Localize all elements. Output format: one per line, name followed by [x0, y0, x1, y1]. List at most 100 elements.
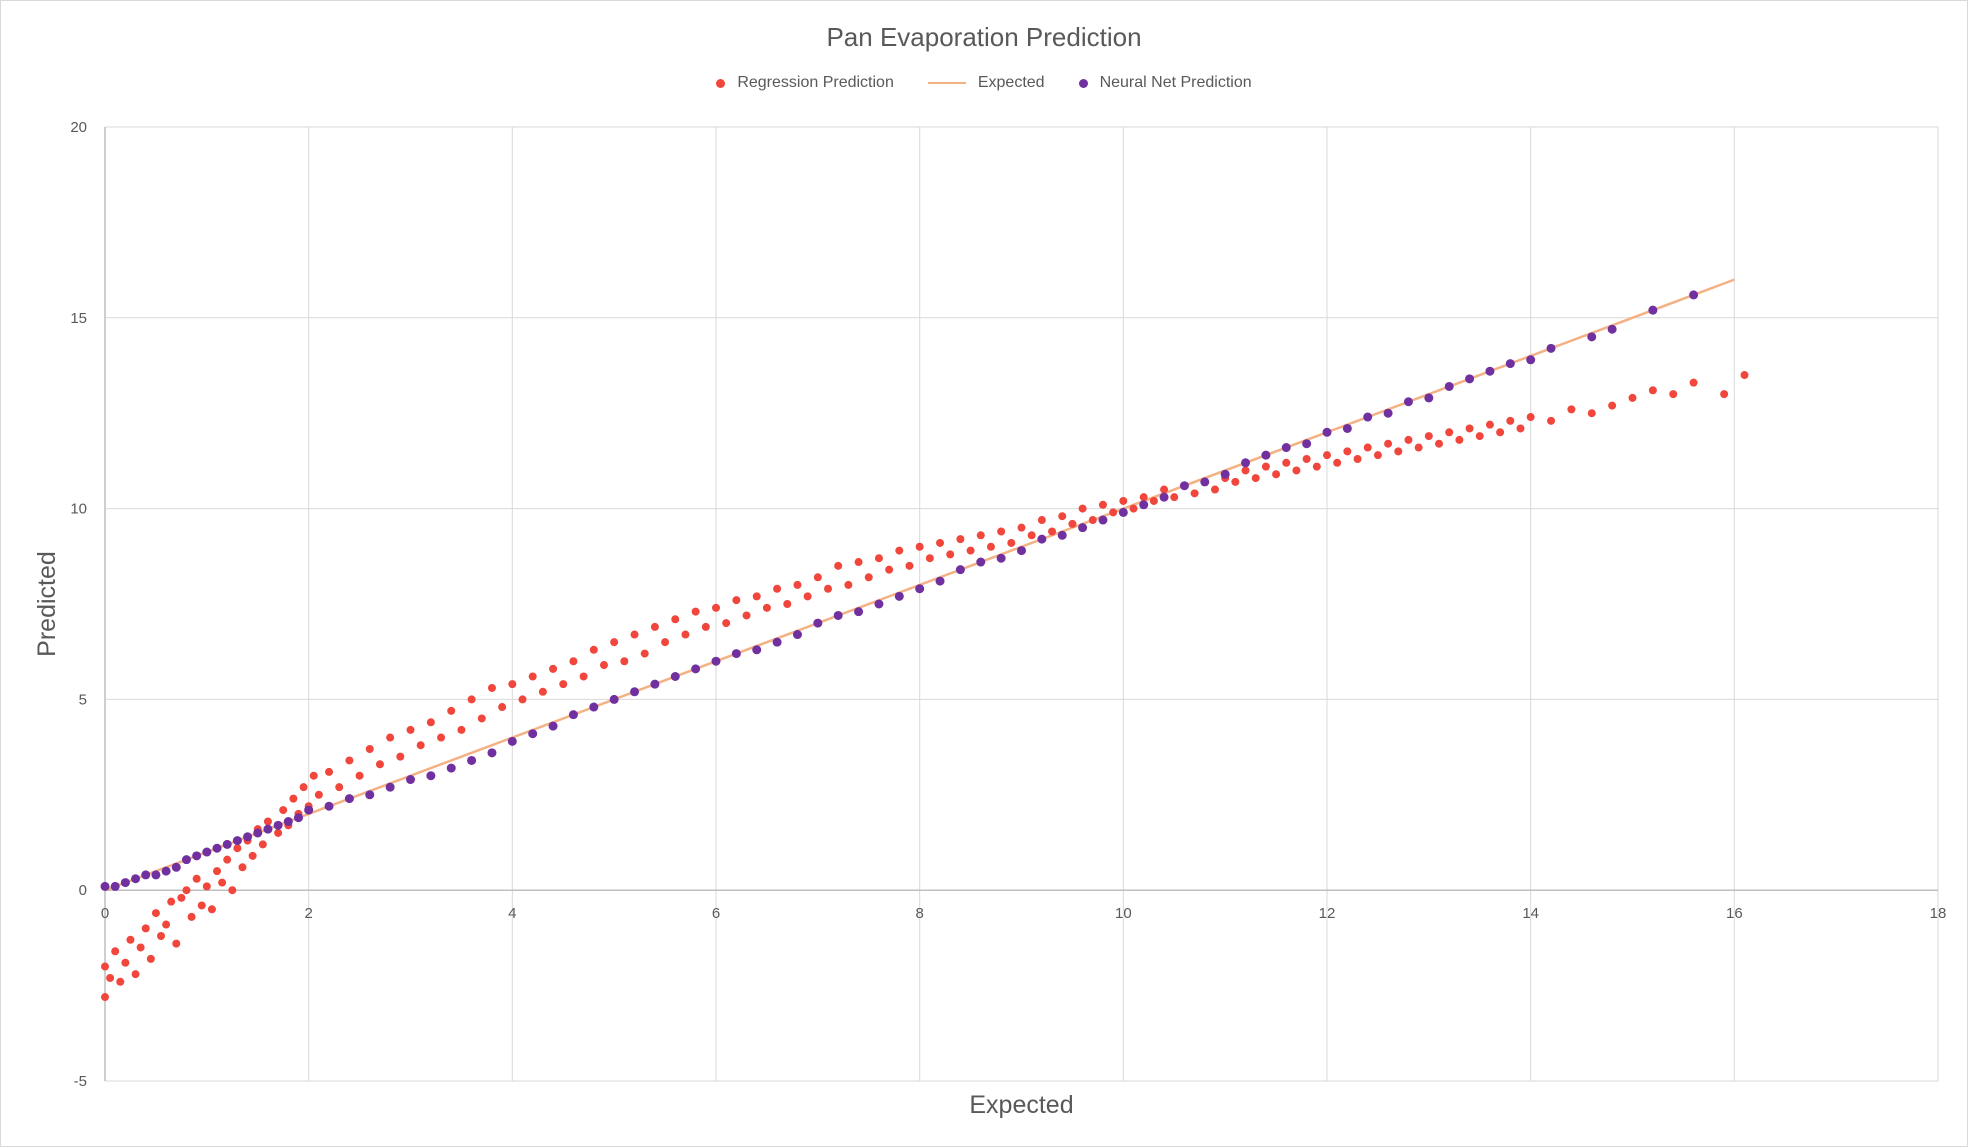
neural-net-point — [1648, 305, 1658, 315]
regression-point — [228, 886, 237, 895]
regression-point — [742, 611, 751, 620]
regression-point — [192, 874, 201, 883]
neural-net-point — [976, 557, 986, 567]
regression-point — [1384, 439, 1393, 448]
regression-point — [518, 695, 527, 704]
regression-point — [457, 725, 466, 734]
regression-point — [1261, 462, 1270, 471]
regression-point — [498, 703, 507, 712]
neural-net-point — [446, 763, 456, 773]
neural-net-point — [202, 847, 212, 857]
legend-marker-expected — [927, 82, 966, 84]
regression-point — [650, 622, 659, 631]
regression-point — [976, 531, 985, 540]
neural-net-point — [1322, 427, 1332, 437]
neural-net-point — [691, 664, 701, 674]
regression-point — [1435, 439, 1444, 448]
neural-net-point — [222, 839, 232, 849]
x-tick-label: 12 — [1319, 905, 1336, 922]
regression-point — [197, 901, 206, 910]
neural-net-point — [507, 736, 517, 746]
regression-point — [437, 733, 446, 742]
x-tick-label: 14 — [1522, 905, 1539, 922]
neural-net-point — [1383, 408, 1393, 418]
regression-point — [905, 561, 914, 570]
regression-point — [1190, 489, 1199, 498]
legend-label-neural-net: Neural Net Prediction — [1099, 74, 1252, 91]
regression-point — [773, 584, 782, 593]
regression-point — [579, 672, 588, 681]
neural-net-point — [1546, 343, 1556, 353]
neural-net-point — [1281, 443, 1291, 453]
neural-net-point — [630, 687, 640, 697]
regression-point — [986, 542, 995, 551]
neural-net-point — [1098, 515, 1108, 525]
regression-point — [874, 554, 883, 563]
y-tick-label: 10 — [70, 501, 87, 518]
neural-net-point — [1200, 477, 1210, 487]
neural-net-point — [833, 610, 843, 620]
regression-point — [1608, 401, 1617, 410]
neural-net-point — [1179, 481, 1189, 491]
regression-point — [824, 584, 833, 593]
neural-net-point — [131, 874, 141, 884]
neural-net-point — [232, 836, 242, 846]
regression-point — [365, 745, 374, 754]
regression-point — [762, 603, 771, 612]
regression-point — [732, 596, 741, 605]
regression-point — [885, 565, 894, 574]
regression-point — [936, 538, 945, 547]
regression-point — [589, 645, 598, 654]
regression-point — [1689, 378, 1698, 387]
x-tick-label: 18 — [1930, 905, 1947, 922]
regression-point — [712, 603, 720, 612]
neural-net-point — [161, 866, 171, 876]
legend-item-regression: Regression Prediction — [716, 74, 894, 92]
regression-point — [111, 947, 120, 956]
regression-point — [1373, 451, 1382, 460]
neural-net-point — [253, 828, 263, 838]
regression-point — [207, 905, 216, 914]
regression-point — [701, 622, 710, 631]
neural-net-point — [467, 755, 477, 765]
neural-net-point — [935, 576, 945, 586]
x-tick-label: 6 — [712, 905, 720, 922]
neural-net-point — [996, 553, 1006, 563]
x-tick-label: 4 — [508, 905, 516, 922]
neural-net-point — [120, 878, 130, 888]
regression-point — [1648, 386, 1657, 395]
regression-point — [416, 741, 425, 750]
x-tick-label: 8 — [915, 905, 923, 922]
regression-point — [162, 920, 171, 929]
regression-point — [447, 706, 456, 715]
regression-point — [854, 558, 863, 567]
neural-net-point — [650, 679, 660, 689]
neural-net-point — [151, 870, 161, 880]
neural-net-point — [1424, 393, 1434, 403]
y-tick-label: -5 — [74, 1073, 87, 1090]
regression-point — [1445, 428, 1454, 437]
regression-point — [966, 546, 975, 555]
neural-net-point — [1342, 423, 1352, 433]
regression-point — [1740, 371, 1749, 380]
regression-point — [1058, 512, 1067, 521]
regression-point — [640, 649, 649, 658]
regression-point — [289, 794, 298, 803]
neural-net-point — [1465, 374, 1475, 384]
regression-point — [1170, 493, 1179, 502]
regression-point — [1587, 409, 1596, 418]
regression-point — [1526, 413, 1535, 422]
regression-point — [1567, 405, 1576, 414]
legend: Regression Prediction Expected Neural Ne… — [0, 74, 1968, 92]
regression-point — [238, 863, 247, 872]
regression-point — [813, 573, 822, 582]
x-tick-label: 0 — [101, 905, 109, 922]
neural-net-point — [1689, 290, 1699, 300]
x-tick-label: 2 — [304, 905, 312, 922]
regression-point — [1394, 447, 1403, 456]
regression-point — [263, 817, 272, 826]
neural-net-point — [344, 794, 354, 804]
chart-title: Pan Evaporation Prediction — [826, 22, 1142, 52]
neural-net-point — [1241, 458, 1251, 468]
